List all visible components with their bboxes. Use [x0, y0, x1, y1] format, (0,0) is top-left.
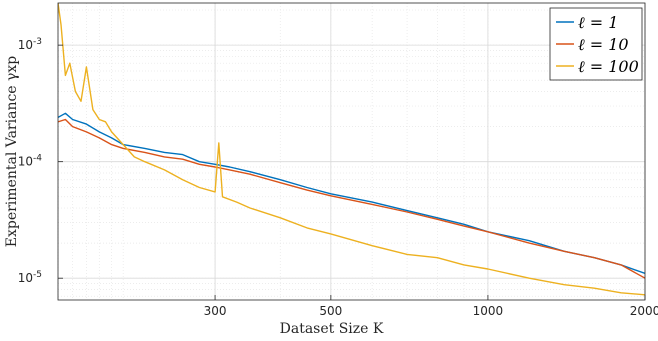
legend-label: ℓ = 10	[578, 35, 629, 54]
x-tick-label: 500	[319, 304, 342, 318]
series-line-3	[58, 3, 645, 296]
y-axis-title: Experimental Variance γxp	[4, 56, 20, 248]
axes: 300 500 1000 2000 10-5 10-4 10-3 Dataset Size K…	[4, 2, 658, 337]
legend: ℓ = 1 ℓ = 10 ℓ = 100	[549, 7, 643, 81]
x-tick-label: 1000	[473, 304, 504, 318]
y-tick-label: 10-5	[18, 270, 42, 285]
y-tick-label: 10-4	[18, 154, 43, 169]
series-line-2	[58, 118, 645, 279]
y-tick-label: 10-3	[18, 37, 42, 52]
plot-frame	[57, 2, 646, 301]
series-lines	[58, 3, 645, 296]
x-tick-label: 2000	[630, 304, 658, 318]
series-line-1	[58, 112, 645, 275]
legend-label: ℓ = 1	[578, 13, 618, 32]
x-tick-label: 300	[204, 304, 227, 318]
x-axis-title: Dataset Size K	[280, 321, 384, 337]
legend-label: ℓ = 100	[578, 57, 639, 76]
